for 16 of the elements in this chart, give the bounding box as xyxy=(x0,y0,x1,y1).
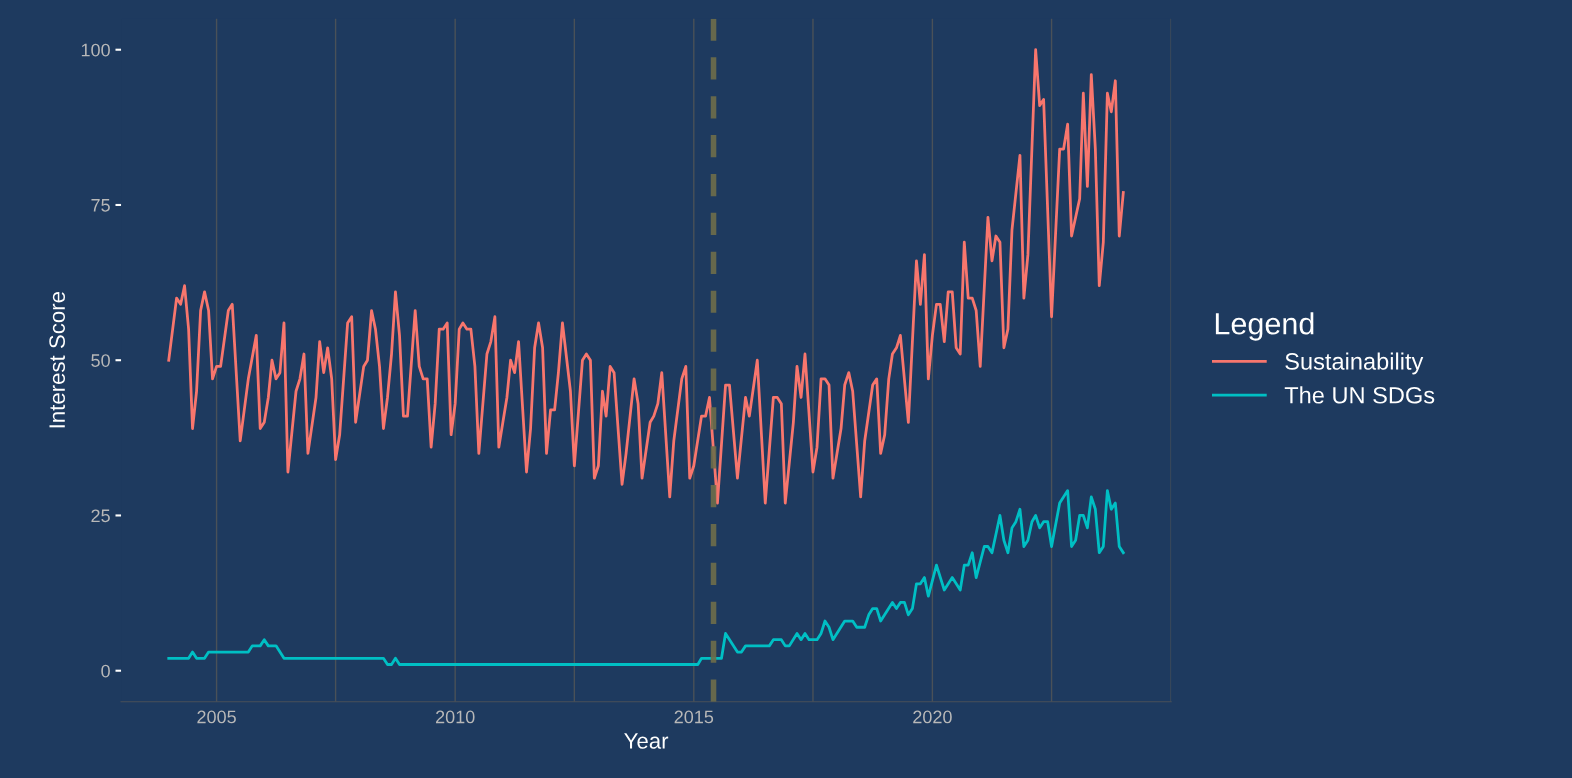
legend-label: The UN SDGs xyxy=(1284,386,1435,404)
y-tick-label: 50 xyxy=(91,354,110,367)
y-axis-title: Interest Score xyxy=(49,292,65,428)
line-series xyxy=(167,489,1125,666)
x-tick-label: 2020 xyxy=(913,710,952,724)
y-tick-label: 100 xyxy=(81,43,110,57)
y-tick-label: 75 xyxy=(91,199,110,212)
legend-title: Legend xyxy=(1215,312,1314,341)
line-series xyxy=(167,48,1125,505)
legend-label: Sustainability xyxy=(1285,352,1424,375)
y-tick-label: 25 xyxy=(91,509,110,523)
y-tick-label: 0 xyxy=(101,664,110,678)
x-tick-label: 2005 xyxy=(197,710,236,724)
x-tick-label: 2015 xyxy=(674,710,714,724)
x-tick-label: 2010 xyxy=(436,710,475,724)
x-axis-title: Year xyxy=(624,733,669,749)
